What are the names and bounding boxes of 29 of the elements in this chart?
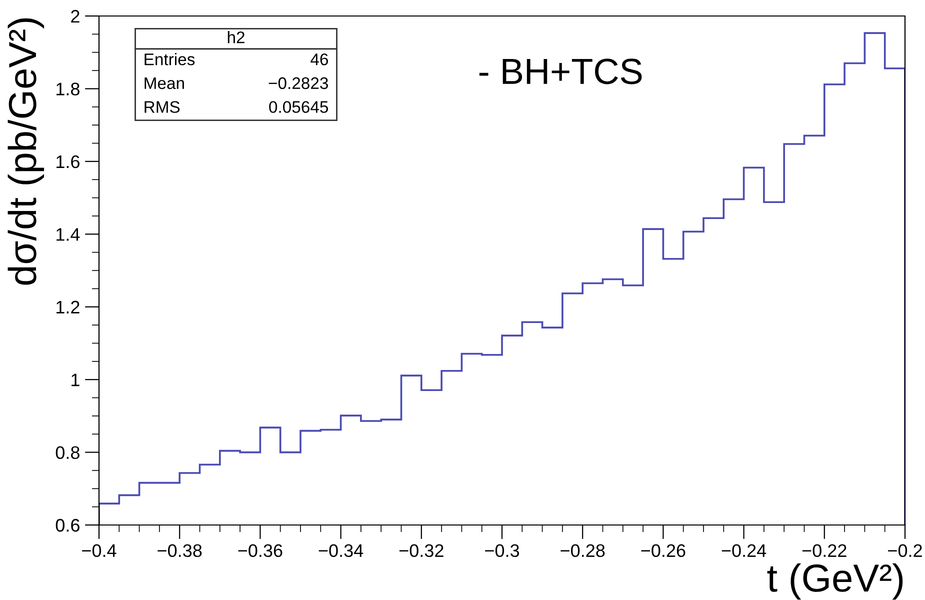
y-axis-title: dσ/dt (pb/GeV²)	[8, 18, 44, 285]
annotation: h2	[228, 31, 244, 44]
y-tick-label: 2	[71, 10, 80, 23]
annotation: 0.05645	[269, 101, 328, 113]
y-tick-label: 1.2	[56, 300, 80, 314]
y-tick-label: 1.4	[56, 228, 80, 241]
y-tick-label: 1	[72, 374, 80, 386]
x-tick-label: −0.3	[485, 544, 520, 558]
x-tick-label: −0.22	[802, 544, 846, 558]
x-tick-label: −0.32	[399, 544, 444, 558]
annotation: - BH+TCS	[479, 58, 642, 84]
x-tick-label: −0.36	[238, 544, 282, 558]
x-tick-label: −0.24	[722, 544, 766, 558]
y-tick-label: 1.8	[56, 82, 80, 96]
x-tick-label: −0.28	[560, 544, 605, 558]
x-tick-label: −0.38	[158, 544, 202, 558]
annotation: RMS	[144, 101, 180, 113]
x-tick-label: −0.34	[318, 544, 364, 558]
x-tick-label: −0.2	[888, 544, 922, 558]
x-axis-title: t (GeV²)	[767, 563, 903, 600]
x-tick-label: −0.4	[82, 544, 116, 558]
y-tick-label: 1.6	[56, 155, 80, 168]
y-tick-label: 0.8	[56, 446, 80, 460]
x-tick-label: −0.26	[641, 544, 686, 558]
y-tick-label: 0.6	[56, 518, 80, 532]
annotation: Entries	[144, 53, 195, 66]
annotation: 46	[310, 53, 328, 66]
annotation: Mean	[144, 77, 184, 90]
annotation: −0.2823	[268, 77, 328, 90]
